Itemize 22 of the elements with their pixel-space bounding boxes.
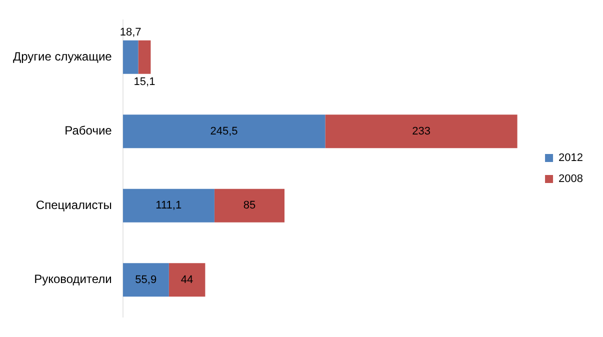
data-label: 111,1 <box>156 200 182 212</box>
data-label: 44 <box>180 274 194 286</box>
legend-label: 2008 <box>558 173 584 186</box>
y-tick-label: Рабочие <box>64 124 112 138</box>
data-label: 55,9 <box>135 274 157 286</box>
bar <box>138 40 151 74</box>
bar <box>122 40 138 74</box>
bar <box>122 263 169 297</box>
y-tick-label: Руководители <box>34 272 112 286</box>
bar <box>325 114 518 148</box>
y-tick-label: Специалисты <box>36 198 112 212</box>
data-label: 18,7 <box>120 26 142 38</box>
data-label: 233 <box>412 125 430 138</box>
bar <box>122 114 326 148</box>
bar <box>122 188 214 222</box>
y-tick-label: Другие служащие <box>13 49 112 64</box>
data-label: 85 <box>243 200 256 212</box>
data-label: 15,1 <box>134 76 156 88</box>
data-label: 245,5 <box>210 125 238 138</box>
legend-label: 2012 <box>558 152 584 164</box>
bar <box>214 188 284 222</box>
bar <box>168 263 206 297</box>
